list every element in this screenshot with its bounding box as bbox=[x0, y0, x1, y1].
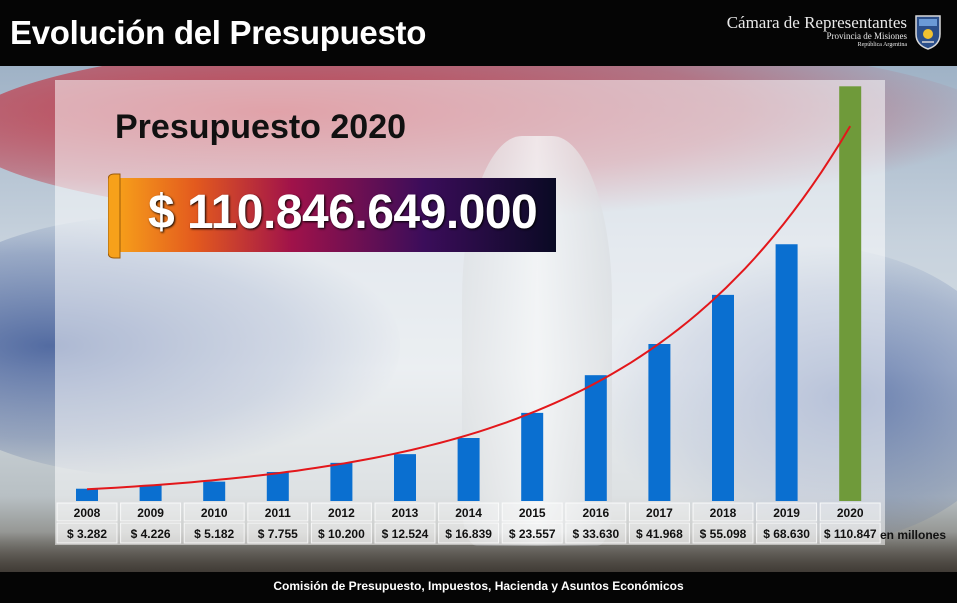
highlight-subtitle: Presupuesto 2020 bbox=[115, 108, 407, 146]
bar-2012 bbox=[330, 462, 353, 501]
bar-2014 bbox=[457, 438, 480, 501]
value-label-2014: $ 16.839 bbox=[445, 527, 492, 541]
value-label-2012: $ 10.200 bbox=[318, 527, 365, 541]
year-cell bbox=[247, 502, 309, 522]
year-label-2009: 2009 bbox=[137, 506, 164, 520]
value-label-2017: $ 41.968 bbox=[636, 527, 683, 541]
bar-2008 bbox=[76, 488, 98, 501]
value-label-2016: $ 33.630 bbox=[572, 527, 619, 541]
year-label-2014: 2014 bbox=[455, 506, 482, 520]
brand-logo: Cámara de Representantes Provincia de Mi… bbox=[727, 14, 907, 49]
value-cell bbox=[501, 522, 563, 544]
bar-2010 bbox=[203, 481, 226, 501]
year-cell bbox=[183, 502, 245, 522]
year-label-2013: 2013 bbox=[392, 506, 419, 520]
value-cell bbox=[692, 522, 754, 544]
year-cell bbox=[310, 502, 372, 522]
bar-2009 bbox=[139, 485, 162, 501]
year-label-2017: 2017 bbox=[646, 506, 673, 520]
header-bar: Evolución del Presupuesto Cámara de Repr… bbox=[0, 0, 957, 66]
value-label-2010: $ 5.182 bbox=[194, 527, 234, 541]
bar-2019 bbox=[775, 244, 798, 501]
year-cell bbox=[819, 502, 881, 522]
footer-bar: Comisión de Presupuesto, Impuestos, Haci… bbox=[0, 572, 957, 603]
value-cell bbox=[183, 522, 245, 544]
bar-2018 bbox=[712, 294, 734, 501]
bar-2011 bbox=[266, 471, 289, 501]
brand-subtitle: Provincia de Misiones bbox=[826, 31, 908, 41]
value-label-2020: $ 110.847 bbox=[824, 527, 877, 541]
value-cell bbox=[56, 522, 118, 544]
bar-2020 bbox=[839, 86, 862, 502]
value-cell bbox=[565, 522, 627, 544]
year-cell bbox=[692, 502, 754, 522]
bars-group bbox=[76, 86, 862, 502]
value-cell bbox=[310, 522, 372, 544]
value-label-2019: $ 68.630 bbox=[763, 527, 810, 541]
year-label-2011: 2011 bbox=[265, 506, 291, 520]
value-label-2015: $ 23.557 bbox=[509, 527, 556, 541]
value-cell bbox=[374, 522, 436, 544]
year-cell bbox=[756, 502, 818, 522]
brand-name: Cámara de Representantes bbox=[726, 13, 907, 32]
value-label-2011: $ 7.755 bbox=[258, 527, 298, 541]
bar-2017 bbox=[648, 343, 671, 501]
highlight-value: $ 110.846.649.000 bbox=[148, 186, 538, 239]
year-label-2012: 2012 bbox=[328, 506, 355, 520]
value-banner bbox=[108, 173, 556, 259]
bar-2016 bbox=[584, 375, 607, 501]
value-cell bbox=[756, 522, 818, 544]
data-table: 2008 $ 3.282 2009 $ 4.226 2010 $ 5.182 2011 $ 7… bbox=[56, 502, 881, 544]
year-label-2019: 2019 bbox=[773, 506, 800, 520]
bar-2015 bbox=[521, 412, 544, 501]
value-cell bbox=[628, 522, 690, 544]
brand-country: República Argentina bbox=[857, 42, 907, 48]
year-cell bbox=[374, 502, 436, 522]
value-cell bbox=[819, 522, 881, 544]
crest-icon bbox=[915, 15, 941, 50]
year-label-2020: 2020 bbox=[837, 506, 864, 520]
value-cell bbox=[247, 522, 309, 544]
value-label-2008: $ 3.282 bbox=[67, 527, 107, 541]
year-label-2008: 2008 bbox=[74, 506, 101, 520]
year-cell bbox=[438, 502, 500, 522]
year-label-2010: 2010 bbox=[201, 506, 228, 520]
value-cell bbox=[120, 522, 182, 544]
page-title: Evolución del Presupuesto bbox=[10, 14, 427, 51]
year-cell bbox=[501, 502, 563, 522]
value-label-2009: $ 4.226 bbox=[131, 527, 171, 541]
bar-2013 bbox=[394, 454, 416, 501]
value-label-2013: $ 12.524 bbox=[382, 527, 429, 541]
year-cell bbox=[628, 502, 690, 522]
year-cell bbox=[120, 502, 182, 522]
footer-text: Comisión de Presupuesto, Impuestos, Haci… bbox=[273, 579, 684, 593]
value-label-2018: $ 55.098 bbox=[700, 527, 747, 541]
year-label-2018: 2018 bbox=[710, 506, 737, 520]
trend-line bbox=[86, 125, 852, 491]
year-cell bbox=[56, 502, 118, 522]
value-cell bbox=[438, 522, 500, 544]
year-label-2015: 2015 bbox=[519, 506, 546, 520]
year-label-2016: 2016 bbox=[582, 506, 609, 520]
units-label: en millones bbox=[880, 528, 947, 542]
year-cell bbox=[565, 502, 627, 522]
